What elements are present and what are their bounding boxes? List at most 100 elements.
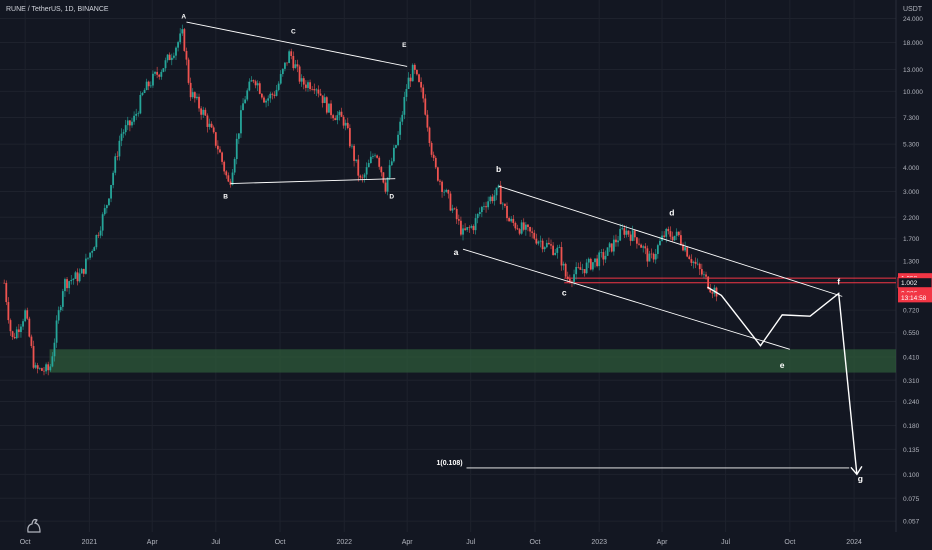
candle-body: [539, 240, 542, 242]
candle-body: [411, 64, 414, 82]
candle-body: [545, 242, 548, 248]
candle-body: [621, 228, 624, 229]
candle-body: [47, 364, 50, 371]
candle-body: [344, 122, 347, 126]
candle-body: [137, 113, 140, 114]
candle-body: [384, 182, 387, 192]
y-tick-label: 0.075: [903, 496, 920, 503]
candle-body: [7, 302, 10, 321]
candle-body: [286, 62, 288, 64]
candle-body: [177, 42, 179, 48]
candle-body: [422, 87, 425, 99]
x-tick-label: 2024: [846, 539, 862, 546]
candle-body: [606, 247, 609, 256]
candle-body: [149, 85, 152, 87]
candle-body: [36, 365, 39, 369]
y-tick-label: 0.410: [903, 355, 920, 362]
candle-body: [575, 266, 578, 275]
candle-body: [168, 54, 171, 61]
candle-body: [686, 247, 689, 257]
wave-label: B: [223, 194, 228, 201]
grid-lines: [0, 0, 897, 532]
candle-body: [233, 159, 236, 173]
y-tick-label: 0.310: [903, 378, 920, 385]
candle-body: [673, 235, 676, 241]
candle-body: [175, 47, 177, 56]
zones-layer: [49, 277, 896, 373]
candle-body: [648, 253, 651, 262]
candle-body: [189, 82, 192, 98]
candle-body: [426, 114, 429, 128]
candle-body: [397, 134, 399, 146]
candle-body: [480, 206, 483, 213]
candle-body: [290, 51, 293, 56]
candle-body: [325, 97, 328, 113]
price-axis[interactable]: 0.057 0.075 0.100 0.135 0.180 0.240 0.310 0.410…: [903, 16, 923, 526]
candle-body: [508, 218, 511, 222]
candle-body: [64, 279, 66, 292]
candle-body: [51, 356, 54, 367]
candle-body: [367, 163, 370, 168]
candle-body: [654, 253, 657, 260]
candle-body: [235, 138, 238, 160]
candle-body: [424, 98, 427, 115]
candle-body: [120, 133, 123, 141]
candle-body: [133, 115, 135, 122]
candle-body: [531, 231, 534, 233]
price-tags-layer: 1.0581.0020.88613:14:58: [897, 273, 932, 303]
candle-body: [556, 247, 559, 253]
candle-body: [376, 155, 379, 158]
candle-body: [667, 228, 670, 232]
candles-layer: [3, 24, 718, 376]
candle-body: [181, 29, 184, 34]
candle-body: [468, 227, 471, 228]
candle-body: [91, 251, 94, 253]
candle-body: [548, 242, 550, 245]
candle-body: [114, 156, 117, 173]
candle-body: [288, 51, 291, 64]
candle-body: [45, 364, 47, 372]
candle-body: [696, 263, 699, 265]
candle-body: [22, 321, 24, 327]
candle-body: [554, 252, 557, 255]
wave-label: g: [858, 473, 863, 483]
y-tick-label: 0.057: [903, 519, 920, 526]
candle-body: [315, 89, 318, 91]
candle-body: [392, 147, 395, 162]
candle-body: [619, 228, 622, 241]
wave-label: C: [291, 29, 296, 36]
trend-line: [230, 178, 396, 185]
candle-body: [59, 306, 62, 311]
candle-body: [361, 177, 364, 179]
candle-body: [682, 244, 684, 251]
wave-label: D: [389, 194, 394, 201]
candle-body: [462, 228, 464, 235]
candle-body: [250, 80, 253, 82]
candle-body: [84, 258, 87, 274]
candle-body: [99, 230, 102, 236]
candle-body: [378, 157, 381, 167]
candle-body: [198, 96, 200, 109]
candle-body: [671, 236, 674, 241]
candle-body: [296, 64, 299, 67]
candle-body: [659, 240, 661, 246]
candle-body: [26, 310, 29, 319]
y-tick-label: 18.000: [903, 40, 923, 47]
candle-body: [61, 291, 64, 307]
candle-body: [32, 346, 35, 368]
candle-body: [87, 257, 89, 259]
wave-label: c: [562, 287, 567, 297]
candle-body: [680, 235, 682, 245]
candle-body: [581, 269, 584, 270]
candle-body: [210, 123, 213, 128]
candle-body: [338, 111, 341, 116]
candle-body: [464, 228, 467, 230]
candle-body: [564, 263, 567, 277]
time-axis[interactable]: Oct 2021 Apr Jul Oct 2022 Apr Jul Oct 2023 Apr Jul O…: [20, 539, 862, 546]
candle-body: [212, 127, 215, 133]
x-tick-label: 2023: [591, 539, 607, 546]
candle-body: [359, 175, 362, 178]
candle-body: [342, 116, 345, 126]
candle-body: [524, 224, 527, 230]
